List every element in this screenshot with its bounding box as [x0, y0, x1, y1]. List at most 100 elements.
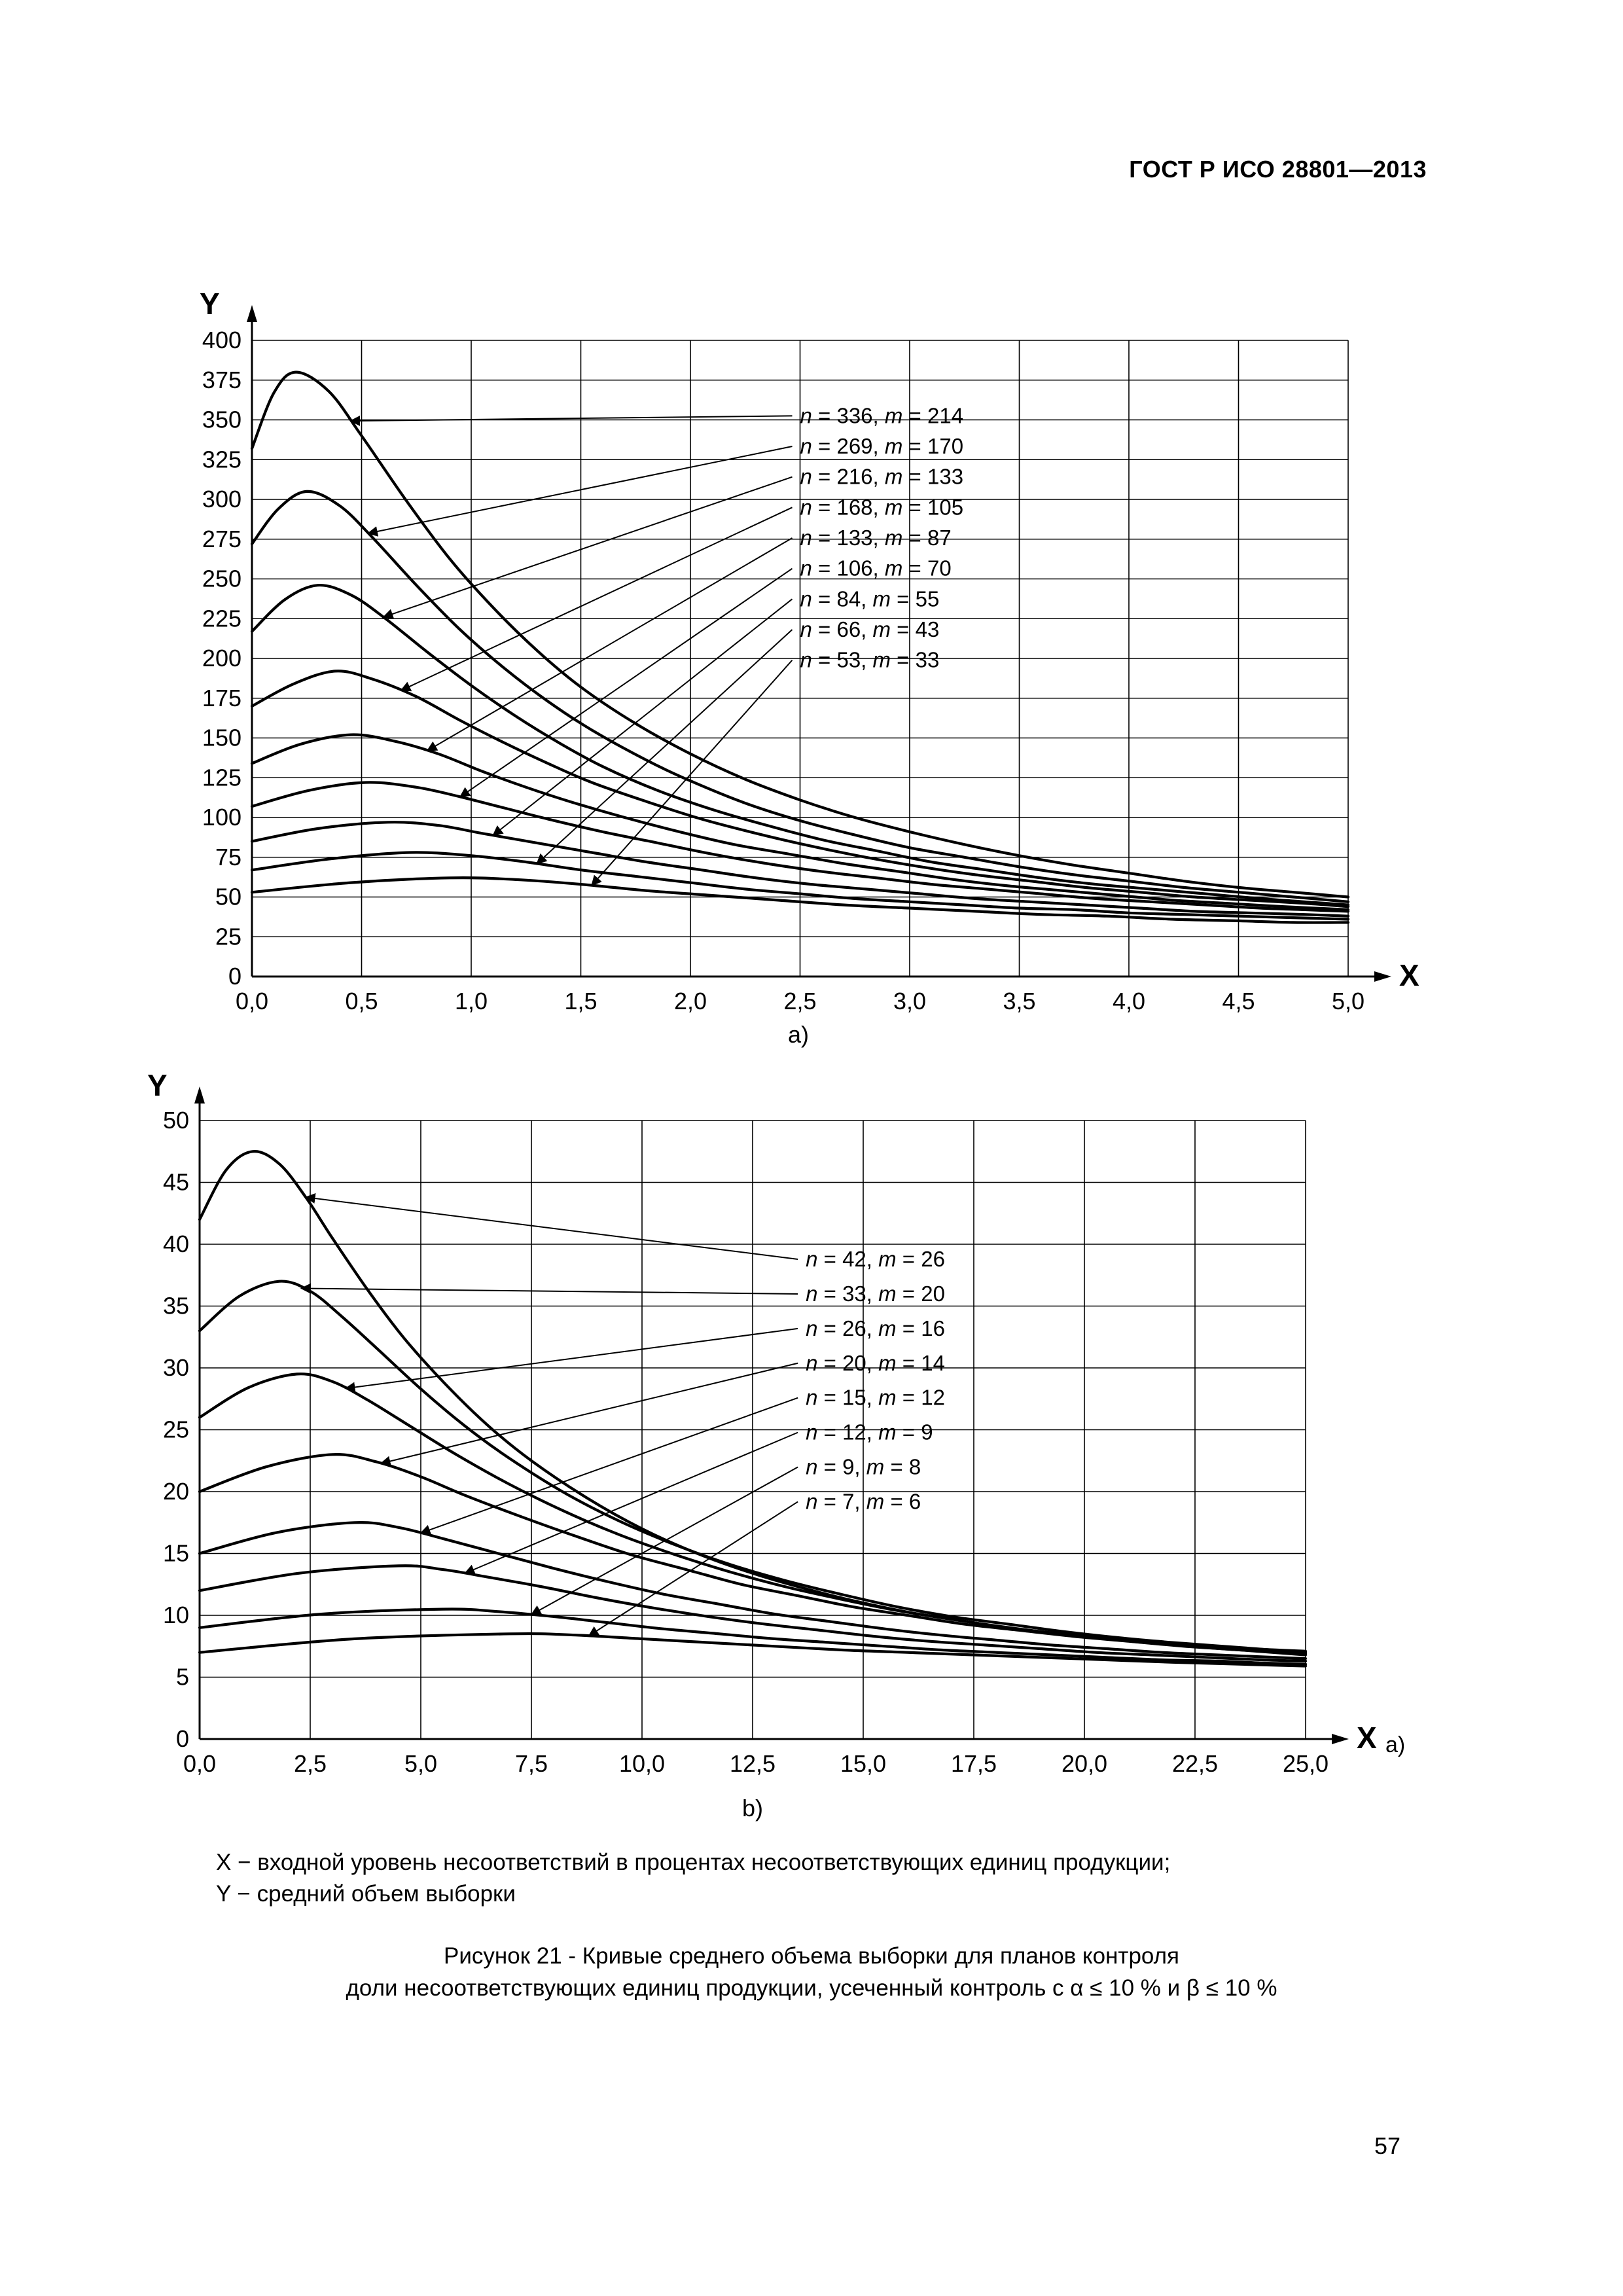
x-tick-label: 3,0 [893, 988, 926, 1014]
curve-n168-m105 [250, 670, 1350, 908]
curve-n53-m33 [250, 876, 1350, 924]
x-tick-label: 12,5 [730, 1750, 776, 1777]
y-tick-label: 400 [202, 327, 241, 353]
y-tick-label: 5 [176, 1664, 189, 1691]
legend-leader-line [492, 598, 793, 836]
figure-footnote: X − входной уровень несоответствий в про… [216, 1847, 1170, 1910]
caption-line-1: Рисунок 21 - Кривые среднего объема выбо… [444, 1943, 1179, 1969]
y-tick-label: 225 [202, 605, 241, 632]
curve-n33-m20 [198, 1280, 1308, 1654]
x-tick-label: 5,0 [404, 1750, 437, 1777]
y-tick-label: 0 [176, 1725, 189, 1752]
y-axis-label: Y [200, 287, 220, 321]
legend-leader-line [349, 415, 793, 426]
x-tick-label: 22,5 [1172, 1750, 1218, 1777]
page-header: ГОСТ Р ИСО 28801—2013 [1129, 156, 1427, 183]
curve-n9-m8 [198, 1607, 1308, 1666]
y-axis-label: Y [147, 1073, 168, 1102]
legend-leader-line [530, 1466, 798, 1615]
y-tick-label: 75 [215, 844, 241, 870]
legend-leader-line [400, 507, 793, 692]
legend-entry: n = 168, m = 105 [800, 495, 964, 519]
x-tick-label: 0,5 [345, 988, 378, 1014]
curve-n336-m214 [250, 370, 1350, 899]
chart-b-sublabel: b) [741, 1795, 763, 1821]
x-tick-label: 1,5 [564, 988, 597, 1014]
curve-n106-m70 [250, 781, 1350, 913]
y-tick-label: 125 [202, 764, 241, 791]
legend-leader-line [464, 1431, 798, 1575]
y-tick-label: 20 [163, 1478, 189, 1505]
curve-n66-m43 [250, 851, 1350, 921]
legend-leader-line [536, 629, 793, 865]
y-axis-arrow [247, 305, 257, 322]
legend-entry: n = 53, m = 33 [800, 648, 940, 672]
legend-entry: n = 20, m = 14 [806, 1351, 945, 1375]
legend-entry: n = 106, m = 70 [800, 556, 952, 581]
legend-leader-line [591, 659, 793, 886]
chart-b: n = 42, m = 26 n = 33, m = 20 n = 26, m = … [147, 1073, 1405, 1777]
curve-n269-m170 [250, 490, 1350, 903]
y-tick-label: 250 [202, 565, 241, 592]
x-tick-label: 4,0 [1113, 988, 1145, 1014]
x-tick-label: 0,0 [236, 988, 268, 1014]
legend-entry: n = 33, m = 20 [806, 1282, 945, 1306]
legend-leader-line [382, 476, 793, 619]
x-tick-label: 2,5 [294, 1750, 327, 1777]
footnote-line-y: Y − средний объем выборки [216, 1881, 516, 1907]
legend-entry: n = 269, m = 170 [800, 434, 964, 458]
x-tick-label: 7,5 [515, 1750, 548, 1777]
x-tick-label: 3,5 [1003, 988, 1035, 1014]
x-axis-label: X [1399, 958, 1419, 992]
x-tick-label: 2,0 [674, 988, 707, 1014]
legend-entry: n = 9, m = 8 [806, 1455, 921, 1479]
legend-entry: n = 216, m = 133 [800, 465, 964, 489]
legend-entry: n = 133, m = 87 [800, 526, 952, 550]
curve-n216-m133 [250, 584, 1350, 906]
x-axis-label-suffix: a) [1385, 1732, 1405, 1757]
legend-entry: n = 7, m = 6 [806, 1489, 921, 1513]
y-tick-label: 175 [202, 685, 241, 711]
y-tick-label: 325 [202, 446, 241, 473]
legend-entry: n = 336, m = 214 [800, 403, 964, 427]
chart-a: n = 336, m = 214 n = 269, m = 170 n = 216,… [200, 287, 1419, 1014]
caption-line-2: доли несоответствующих единиц продукции,… [346, 1975, 1277, 2001]
legend-leader-line [366, 446, 793, 537]
y-axis-arrow [194, 1086, 205, 1103]
y-tick-label: 275 [202, 526, 241, 552]
y-tick-label: 35 [163, 1293, 189, 1319]
legend-leader-line [344, 1327, 798, 1393]
legend-leader-line [459, 567, 793, 798]
x-tick-label: 10,0 [619, 1750, 665, 1777]
x-axis-label: X [1357, 1721, 1377, 1755]
curve-n84-m55 [250, 821, 1350, 918]
y-tick-label: 375 [202, 367, 241, 393]
y-tick-label: 45 [163, 1169, 189, 1196]
legend-leader-line [300, 1283, 798, 1295]
y-tick-label: 50 [215, 884, 241, 910]
legend-entry: n = 42, m = 26 [806, 1247, 945, 1271]
legend-leader-line [380, 1362, 798, 1467]
chart-a-sublabel: a) [787, 1021, 809, 1048]
legend-leader-line [304, 1193, 798, 1261]
x-tick-label: 5,0 [1332, 988, 1364, 1014]
x-tick-label: 17,5 [951, 1750, 997, 1777]
x-tick-label: 2,5 [783, 988, 816, 1014]
x-tick-label: 4,5 [1222, 988, 1255, 1014]
x-axis-arrow [1332, 1734, 1349, 1744]
x-tick-label: 25,0 [1283, 1750, 1329, 1777]
x-tick-label: 0,0 [183, 1750, 216, 1777]
y-tick-label: 25 [215, 923, 241, 950]
y-tick-label: 50 [163, 1107, 189, 1134]
y-tick-label: 0 [228, 963, 241, 990]
x-tick-label: 1,0 [455, 988, 488, 1014]
legend-entry: n = 12, m = 9 [806, 1420, 933, 1444]
page-number: 57 [1374, 2132, 1401, 2159]
y-tick-label: 10 [163, 1602, 189, 1628]
y-tick-label: 25 [163, 1416, 189, 1443]
y-tick-label: 15 [163, 1540, 189, 1567]
y-tick-label: 40 [163, 1230, 189, 1257]
y-tick-label: 300 [202, 486, 241, 512]
curve-n15-m12 [198, 1520, 1308, 1660]
